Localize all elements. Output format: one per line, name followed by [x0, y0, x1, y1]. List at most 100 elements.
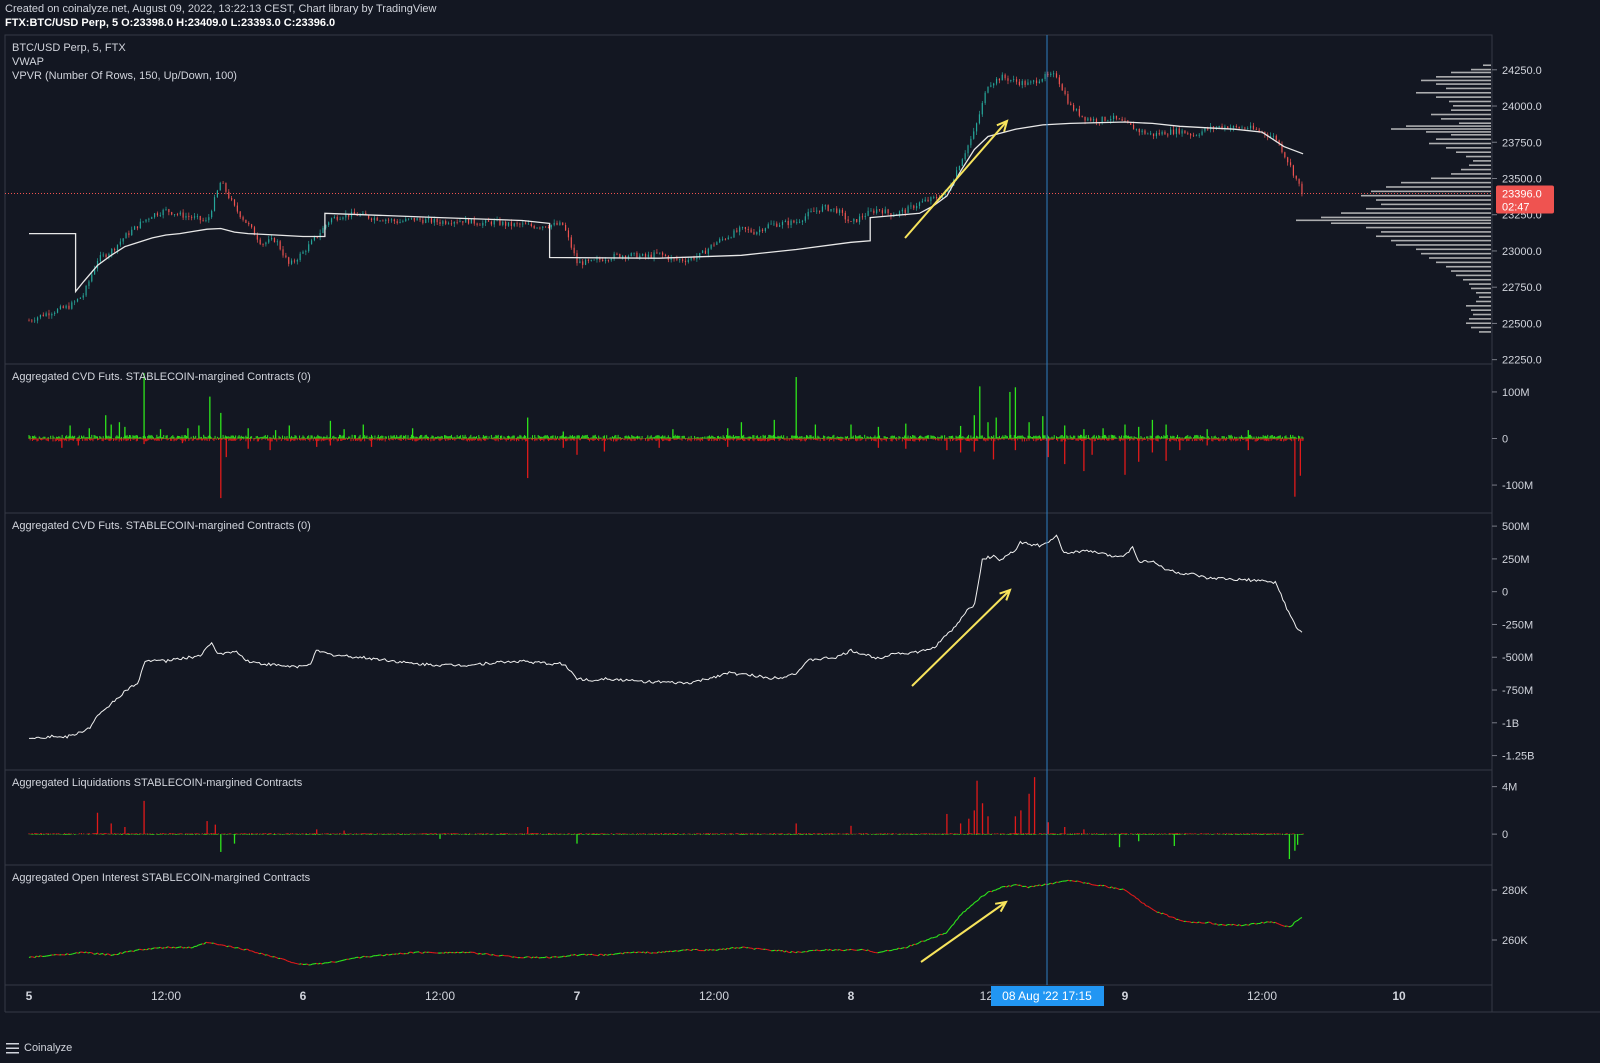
- candle-body: [573, 247, 575, 254]
- candle-body: [447, 223, 450, 225]
- candle-body: [1284, 152, 1286, 158]
- candle-body: [761, 229, 764, 232]
- candle-body: [39, 314, 42, 318]
- candle-body: [1067, 93, 1069, 104]
- vpvr-row: [1456, 274, 1491, 277]
- candle-body: [719, 239, 721, 243]
- candle-body: [256, 235, 258, 240]
- candle-body: [430, 218, 433, 223]
- candle-body: [1073, 104, 1075, 111]
- candle-body: [505, 221, 507, 226]
- candle-body: [687, 259, 689, 262]
- candle-body: [205, 220, 207, 221]
- candle-body: [405, 218, 407, 222]
- candle-body: [901, 209, 903, 212]
- candle-body: [887, 209, 889, 214]
- vpvr-row: [1376, 235, 1491, 238]
- candle-body: [476, 223, 478, 225]
- candle-body: [62, 306, 64, 308]
- candle-body: [796, 222, 798, 223]
- vpvr-row: [1466, 155, 1491, 158]
- candle-body: [967, 145, 969, 154]
- candle-body: [108, 254, 110, 257]
- candle-body: [216, 190, 218, 198]
- candle-body: [288, 257, 290, 264]
- candle-body: [741, 227, 744, 228]
- candle-body: [759, 229, 761, 233]
- candle-body: [1035, 80, 1038, 84]
- candle-body: [325, 225, 327, 228]
- candle-body: [930, 197, 932, 202]
- candle-body: [305, 251, 307, 252]
- candle-body: [727, 237, 729, 240]
- candle-body: [841, 209, 844, 213]
- candle-body: [644, 254, 647, 257]
- candle-body: [1218, 126, 1220, 128]
- candle-body: [1155, 133, 1157, 137]
- candle-body: [1087, 118, 1089, 121]
- vpvr-row: [1479, 296, 1491, 298]
- candle-body: [679, 259, 681, 261]
- candle-body: [94, 268, 96, 275]
- candle-body: [1050, 73, 1052, 76]
- candle-body: [1064, 90, 1066, 94]
- candle-body: [285, 255, 287, 258]
- candle-body: [781, 222, 784, 226]
- candle-body: [416, 218, 418, 221]
- candle-body: [425, 219, 427, 223]
- vpvr-row: [1469, 283, 1491, 285]
- candle-body: [1138, 128, 1140, 133]
- candle-body: [910, 205, 912, 207]
- candle-body: [490, 221, 492, 225]
- candle-body: [1287, 157, 1289, 163]
- candle-body: [385, 219, 387, 222]
- vpvr-row: [1441, 118, 1491, 120]
- candle-body: [233, 199, 236, 206]
- candle-body: [961, 159, 963, 167]
- candle-body: [453, 221, 455, 224]
- candle-body: [462, 221, 464, 223]
- vpvr-row: [1483, 64, 1491, 67]
- candle-body: [1075, 108, 1078, 111]
- chart-background: [0, 34, 1600, 1032]
- candle-body: [482, 222, 484, 226]
- candle-body: [68, 305, 70, 309]
- candle-body: [530, 223, 532, 227]
- candle-body: [336, 216, 338, 220]
- candle-body: [1187, 133, 1189, 135]
- candle-body: [99, 255, 101, 261]
- candle-body: [973, 131, 975, 139]
- candle-body: [550, 224, 552, 228]
- candle-body: [813, 211, 815, 212]
- vpvr-row: [1451, 270, 1491, 272]
- candle-body: [459, 221, 461, 223]
- candle-body: [870, 210, 872, 212]
- candle-body: [921, 201, 923, 203]
- multi-pane-chart[interactable]: 24250.024000.023750.023500.023250.023000…: [0, 0, 1600, 1032]
- candle-body: [824, 205, 826, 207]
- candle-body: [196, 216, 198, 217]
- candle-body: [619, 254, 621, 258]
- candle-body: [739, 227, 741, 232]
- candle-body: [1041, 78, 1043, 82]
- candle-body: [978, 114, 981, 124]
- candle-body: [684, 260, 687, 262]
- candle-body: [856, 219, 858, 223]
- vpvr-row: [1431, 177, 1491, 180]
- candle-body: [867, 210, 869, 216]
- candle-body: [379, 220, 381, 222]
- candle-body: [139, 221, 141, 229]
- candle-body: [816, 210, 818, 212]
- candle-body: [764, 228, 766, 232]
- candle-body: [913, 205, 915, 209]
- candle-body: [136, 226, 139, 229]
- vpvr-row: [1436, 138, 1491, 140]
- vpvr-row: [1456, 151, 1491, 153]
- candle-body: [45, 313, 47, 317]
- candle-body: [1081, 115, 1083, 117]
- candle-body: [787, 220, 789, 226]
- candle-body: [1007, 78, 1009, 81]
- vpvr-row: [1463, 278, 1491, 281]
- candle-body: [88, 281, 90, 286]
- candle-body: [51, 314, 53, 316]
